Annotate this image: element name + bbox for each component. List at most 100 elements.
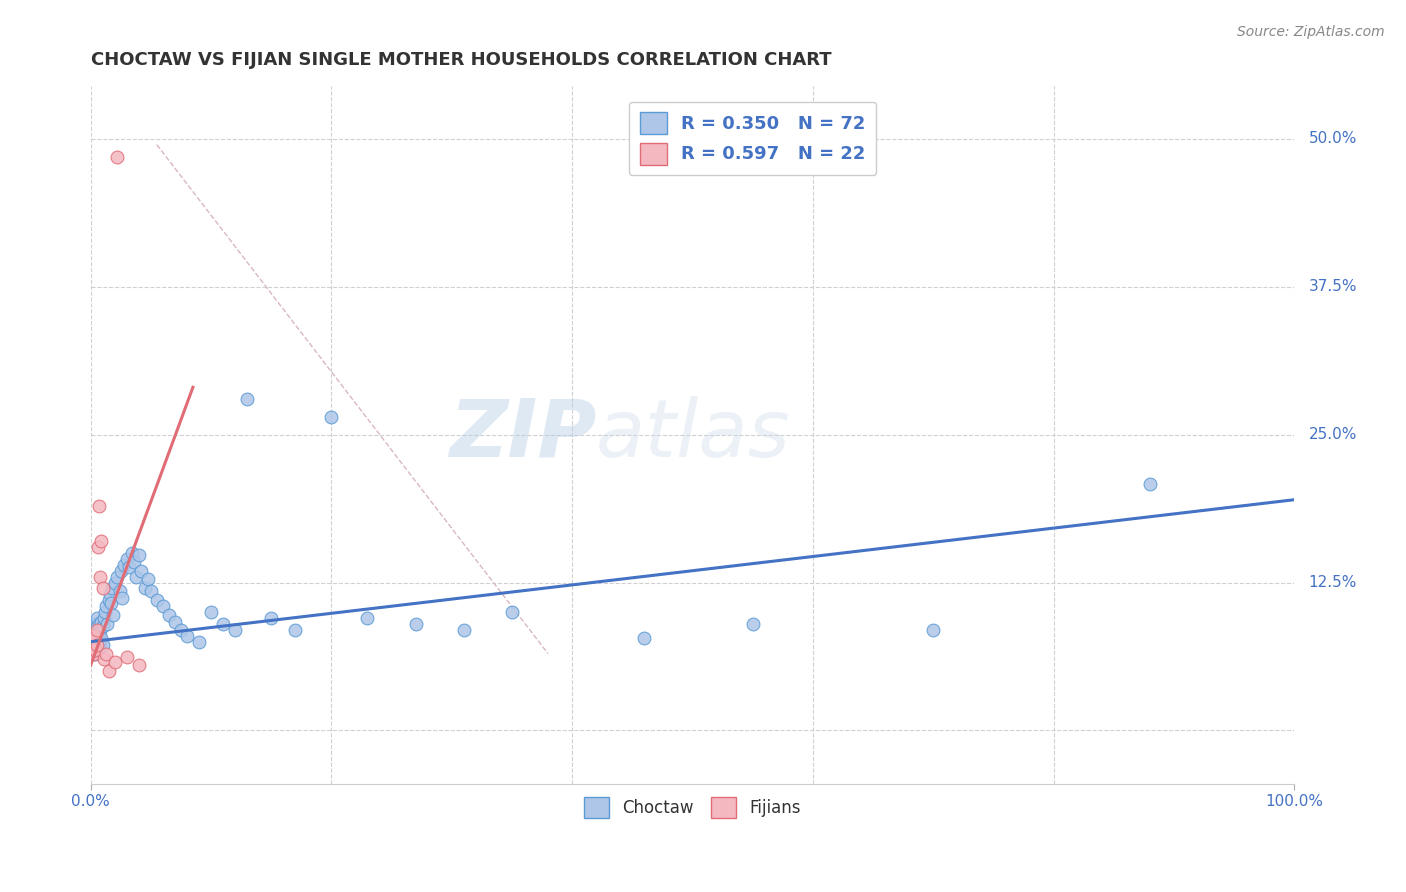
Point <box>86 640 108 654</box>
Point <box>104 575 127 590</box>
Point <box>84 626 107 640</box>
Point <box>82 629 104 643</box>
Point <box>84 640 107 655</box>
Point <box>90 615 112 629</box>
Point <box>108 583 131 598</box>
Point <box>90 631 112 645</box>
Point <box>83 617 105 632</box>
Point <box>83 629 105 643</box>
Point <box>80 647 103 661</box>
Point <box>101 582 124 596</box>
Point <box>96 599 118 614</box>
Legend: Choctaw, Fijians: Choctaw, Fijians <box>578 790 807 824</box>
Point <box>146 593 169 607</box>
Point <box>86 638 108 652</box>
Point <box>122 556 145 570</box>
Point <box>125 569 148 583</box>
Point <box>157 607 180 622</box>
Text: 12.5%: 12.5% <box>1309 575 1357 590</box>
Point <box>91 619 114 633</box>
Point <box>139 583 162 598</box>
Point <box>115 552 138 566</box>
Point <box>1139 477 1161 491</box>
Point <box>405 617 427 632</box>
Point <box>138 572 160 586</box>
Point <box>128 549 150 563</box>
Point <box>260 611 283 625</box>
Point <box>284 623 307 637</box>
Point <box>236 392 259 406</box>
Point <box>105 149 128 163</box>
Text: Source: ZipAtlas.com: Source: ZipAtlas.com <box>1237 25 1385 39</box>
Point <box>91 582 114 596</box>
Point <box>84 647 107 661</box>
Point <box>83 647 105 661</box>
Point <box>82 623 104 637</box>
Point <box>453 623 475 637</box>
Point <box>200 605 222 619</box>
Point <box>89 623 111 637</box>
Point <box>89 569 111 583</box>
Text: 37.5%: 37.5% <box>1309 279 1357 294</box>
Point <box>110 564 132 578</box>
Point <box>176 629 198 643</box>
Point <box>87 617 110 632</box>
Point <box>187 634 209 648</box>
Point <box>97 593 120 607</box>
Text: 50.0%: 50.0% <box>1309 131 1357 146</box>
Point <box>501 605 523 619</box>
Point <box>105 569 128 583</box>
Text: atlas: atlas <box>596 396 792 474</box>
Point <box>80 634 103 648</box>
Point <box>86 611 108 625</box>
Point <box>80 634 103 648</box>
Point <box>741 617 763 632</box>
Point <box>84 631 107 645</box>
Point <box>87 540 110 554</box>
Point <box>90 534 112 549</box>
Point <box>111 591 134 605</box>
Point <box>94 605 117 619</box>
Point <box>97 665 120 679</box>
Point <box>128 658 150 673</box>
Point <box>84 643 107 657</box>
Point <box>104 655 127 669</box>
Point <box>115 650 138 665</box>
Point <box>152 599 174 614</box>
Point <box>83 643 105 657</box>
Point <box>321 409 343 424</box>
Point <box>163 615 186 629</box>
Text: 25.0%: 25.0% <box>1309 427 1357 442</box>
Point <box>356 611 378 625</box>
Point <box>89 634 111 648</box>
Point <box>922 623 945 637</box>
Point <box>134 582 156 596</box>
Point <box>87 499 110 513</box>
Text: CHOCTAW VS FIJIAN SINGLE MOTHER HOUSEHOLDS CORRELATION CHART: CHOCTAW VS FIJIAN SINGLE MOTHER HOUSEHOL… <box>90 51 831 69</box>
Point <box>87 634 110 648</box>
Point <box>83 638 105 652</box>
Point <box>170 623 193 637</box>
Point <box>633 631 655 645</box>
Point <box>224 623 246 637</box>
Point <box>103 607 125 622</box>
Point <box>212 617 235 632</box>
Point <box>98 587 121 601</box>
Point <box>82 631 104 645</box>
Point <box>93 652 115 666</box>
Point <box>87 629 110 643</box>
Point <box>87 640 110 655</box>
Text: ZIP: ZIP <box>449 396 596 474</box>
Point <box>86 619 108 633</box>
Point <box>93 611 115 625</box>
Point <box>82 640 104 655</box>
Point <box>96 617 118 632</box>
Point <box>82 638 104 652</box>
Point <box>129 564 152 578</box>
Point <box>87 625 110 640</box>
Point <box>80 643 103 657</box>
Point <box>96 647 118 661</box>
Point <box>121 546 143 560</box>
Point <box>118 560 141 574</box>
Point <box>91 638 114 652</box>
